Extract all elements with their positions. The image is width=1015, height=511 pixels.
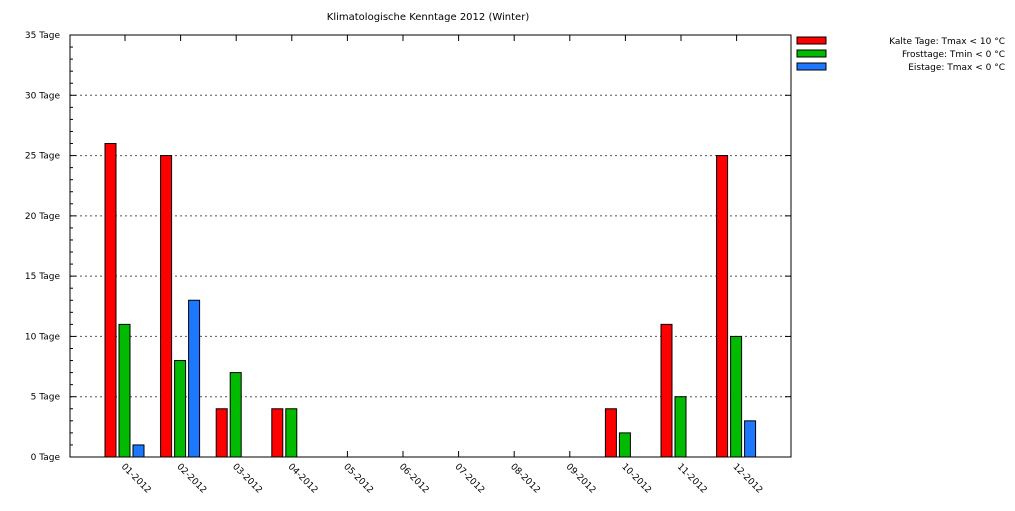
bar	[604, 408, 617, 458]
bar	[215, 408, 228, 458]
y-axis-labels: 0 Tage 5 Tage 10 Tage 15 Tage 20 Tage 25 Tage…	[25, 31, 61, 463]
grid-lines	[70, 94, 791, 398]
x-tick-label: 04-2012	[286, 462, 320, 496]
bar	[229, 372, 242, 458]
bar	[660, 323, 673, 458]
legend-label: Eistage: Tmax < 0 °C	[908, 63, 1005, 73]
bar	[674, 396, 687, 458]
bar	[132, 444, 145, 458]
bar	[188, 299, 201, 458]
legend-swatch	[796, 62, 827, 71]
x-tick-label: 08-2012	[508, 462, 542, 496]
axis-ticks	[70, 34, 791, 458]
x-tick-label: 05-2012	[341, 462, 375, 496]
y-tick-label: 0 Tage	[31, 453, 61, 463]
x-tick-label: 07-2012	[452, 462, 486, 496]
legend-label: Kalte Tage: Tmax < 10 °C	[889, 37, 1005, 47]
bar	[744, 420, 757, 458]
bar	[271, 408, 284, 458]
y-tick-label: 5 Tage	[31, 393, 61, 403]
x-tick-label: 12-2012	[730, 462, 764, 496]
x-axis-labels: 01-2012 02-2012 03-2012 04-2012 05-2012 06-20…	[119, 462, 764, 496]
bars	[104, 143, 757, 458]
legend-label: Frosttage: Tmin < 0 °C	[902, 50, 1005, 60]
legend: Kalte Tage: Tmax < 10 °C Frosttage: Tmin …	[796, 36, 1005, 73]
x-tick-label: 10-2012	[619, 462, 653, 496]
bar	[285, 408, 298, 458]
y-tick-label: 10 Tage	[25, 332, 61, 342]
x-tick-label: 01-2012	[119, 462, 153, 496]
bar	[118, 323, 131, 458]
bar	[104, 143, 117, 458]
bar	[174, 360, 187, 458]
plot-area-frame	[69, 34, 792, 458]
y-tick-label: 25 Tage	[25, 152, 61, 162]
y-tick-label: 30 Tage	[25, 91, 61, 101]
y-tick-label: 35 Tage	[25, 31, 61, 41]
x-tick-label: 11-2012	[675, 462, 709, 496]
x-tick-label: 06-2012	[397, 462, 431, 496]
bar	[730, 335, 743, 458]
bar	[160, 155, 173, 458]
legend-swatch	[796, 49, 827, 58]
legend-swatch	[796, 36, 827, 45]
y-tick-label: 15 Tage	[25, 272, 61, 282]
chart-title: Klimatologische Kenntage 2012 (Winter)	[327, 12, 530, 23]
x-tick-label: 03-2012	[230, 462, 264, 496]
bar	[618, 432, 631, 458]
bar	[716, 155, 729, 458]
x-tick-label: 09-2012	[564, 462, 598, 496]
x-tick-label: 02-2012	[174, 462, 208, 496]
y-tick-label: 20 Tage	[25, 212, 61, 222]
